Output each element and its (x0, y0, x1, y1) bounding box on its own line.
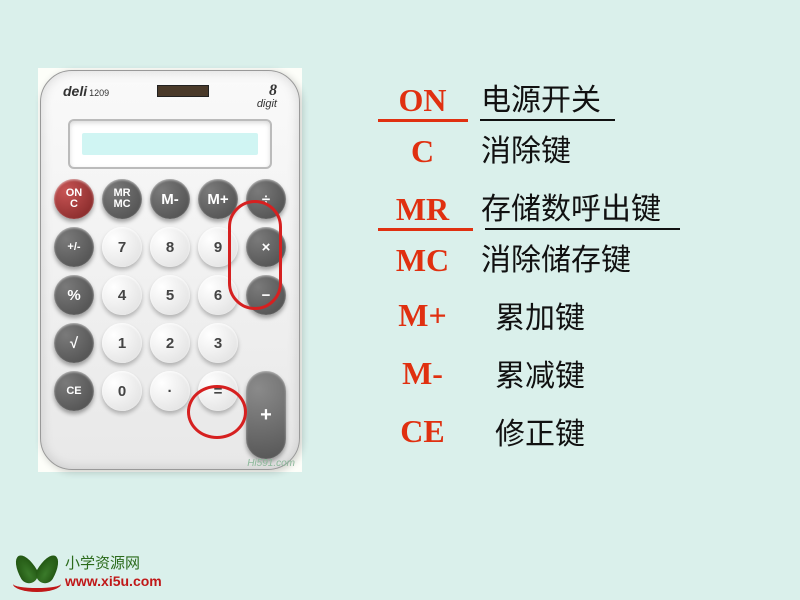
legend-desc: 存储数呼出键 (475, 184, 661, 228)
digit-label: 8digit (257, 83, 277, 110)
legend-symbol: MR (370, 191, 475, 228)
key-minus[interactable]: − (246, 275, 286, 315)
key-3[interactable]: 3 (198, 323, 238, 363)
legend-desc: 累加键 (475, 293, 585, 337)
key-0[interactable]: 0 (102, 371, 142, 411)
calculator: deli1209 8digit ONCMRMCM-M+÷ +/-789×%456−… (40, 70, 300, 470)
brand-label: deli1209 (63, 83, 109, 99)
legend-pair: MR存储数呼出键MC消除储存键 (370, 184, 770, 279)
legend-desc: 消除键 (475, 126, 571, 170)
key-multiply[interactable]: × (246, 227, 286, 267)
key-2[interactable]: 2 (150, 323, 190, 363)
legend-symbol: MC (370, 242, 475, 279)
key-7[interactable]: 7 (102, 227, 142, 267)
footer-line2: www.xi5u.com (65, 573, 162, 590)
key-9[interactable]: 9 (198, 227, 238, 267)
legend-symbol: M- (370, 355, 475, 392)
footer-line1: 小学资源网 (65, 555, 162, 573)
footer-logo-icon (15, 550, 59, 594)
legend-desc: 累减键 (475, 351, 585, 395)
legend-symbol: ON (370, 82, 475, 119)
solar-panel-icon (157, 85, 209, 97)
key-6[interactable]: 6 (198, 275, 238, 315)
key-divide[interactable]: ÷ (246, 179, 286, 219)
key-4[interactable]: 4 (102, 275, 142, 315)
legend-desc: 电源开关 (475, 75, 601, 119)
image-watermark: Hi591.com (247, 458, 295, 469)
calculator-display (68, 119, 272, 169)
key-on-c[interactable]: ONC (54, 179, 94, 219)
key-8[interactable]: 8 (150, 227, 190, 267)
key-ce[interactable]: CE (54, 371, 94, 411)
footer-text: 小学资源网 www.xi5u.com (65, 555, 162, 590)
key-5[interactable]: 5 (150, 275, 190, 315)
key-plus[interactable]: + (246, 371, 286, 459)
key-m-minus[interactable]: M- (150, 179, 190, 219)
calculator-header: deli1209 8digit (57, 83, 283, 113)
legend-row: M+累加键 (370, 293, 770, 337)
legend-row: CE修正键 (370, 409, 770, 453)
legend-desc: 消除储存键 (475, 235, 631, 279)
key-sign[interactable]: +/- (54, 227, 94, 267)
keypad: ONCMRMCM-M+÷ +/-789×%456− √123 CE0·=+ (57, 179, 283, 459)
legend-symbol: CE (370, 413, 475, 450)
key-equals[interactable]: = (198, 371, 238, 411)
key-sqrt[interactable]: √ (54, 323, 94, 363)
legend-pair: ON电源开关C消除键 (370, 75, 770, 170)
key-1[interactable]: 1 (102, 323, 142, 363)
footer: 小学资源网 www.xi5u.com (15, 550, 162, 594)
legend-desc: 修正键 (475, 409, 585, 453)
key-percent[interactable]: % (54, 275, 94, 315)
key-dot[interactable]: · (150, 371, 190, 411)
key-mr-mc[interactable]: MRMC (102, 179, 142, 219)
legend-row: M-累减键 (370, 351, 770, 395)
legend-symbol: C (370, 133, 475, 170)
legend: ON电源开关C消除键MR存储数呼出键MC消除储存键M+累加键M-累减键CE修正键 (370, 75, 770, 461)
key-m-plus[interactable]: M+ (198, 179, 238, 219)
legend-symbol: M+ (370, 297, 475, 334)
